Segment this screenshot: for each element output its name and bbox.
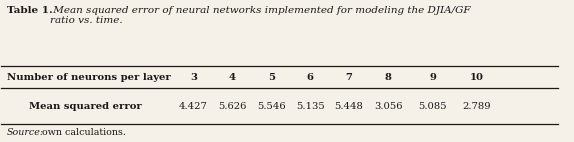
Text: 3: 3 [190,73,197,82]
Text: 5.135: 5.135 [296,102,324,111]
Text: 5.448: 5.448 [335,102,363,111]
Text: 10: 10 [470,73,484,82]
Text: 4.427: 4.427 [179,102,208,111]
Text: 3.056: 3.056 [374,102,402,111]
Text: 4: 4 [229,73,236,82]
Text: 7: 7 [346,73,352,82]
Text: 5.546: 5.546 [257,102,285,111]
Text: 2.789: 2.789 [463,102,491,111]
Text: 6: 6 [307,73,313,82]
Text: Mean squared error of neural networks implemented for modeling the DJIA/GF
ratio: Mean squared error of neural networks im… [51,6,471,25]
Text: 9: 9 [429,73,436,82]
Text: Number of neurons per layer: Number of neurons per layer [7,73,170,82]
Text: 5: 5 [267,73,275,82]
Text: Source:: Source: [7,129,44,137]
Text: Mean squared error: Mean squared error [29,102,142,111]
Text: Table 1.: Table 1. [7,6,53,15]
Text: 8: 8 [385,73,391,82]
Text: 5.626: 5.626 [218,102,246,111]
Text: own calculations.: own calculations. [38,129,126,137]
Text: 5.085: 5.085 [418,102,447,111]
